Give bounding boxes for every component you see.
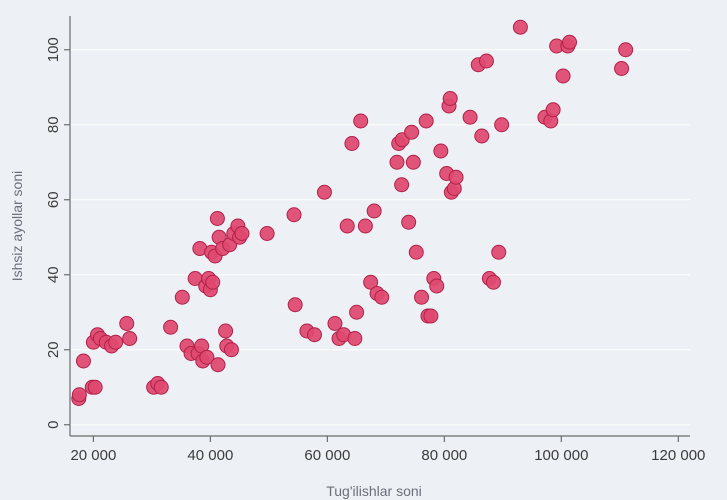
scatter-point	[209, 211, 225, 226]
y-axis-ticks: 0 20 40 60 80 100	[45, 37, 70, 429]
scatter-point	[614, 61, 630, 76]
scatter-point	[494, 117, 510, 133]
scatter-point	[349, 304, 365, 320]
scatter-point	[122, 331, 138, 346]
scatter-point	[485, 274, 501, 290]
scatter-point	[478, 53, 494, 69]
scatter-point	[414, 289, 430, 305]
y-tick-label: 20	[45, 341, 62, 358]
scatter-point	[344, 136, 360, 151]
scatter-point	[357, 218, 373, 234]
scatter-point	[491, 244, 507, 260]
x-tick-label: 120 000	[651, 447, 705, 464]
scatter-point	[210, 357, 226, 373]
x-tick-label: 20 000	[70, 447, 116, 464]
scatter-point	[199, 349, 215, 365]
scatter-point	[119, 316, 135, 331]
scatter-point	[394, 177, 410, 193]
y-tick-label: 0	[45, 421, 62, 429]
y-tick-label: 80	[45, 116, 62, 133]
y-axis-title: Ishsiz ayollar soni	[9, 171, 25, 282]
scatter-point	[366, 203, 382, 219]
x-axis-title: Tug'ilishlar soni	[326, 483, 422, 499]
scatter-point	[618, 42, 634, 58]
scatter-point	[423, 308, 439, 324]
scatter-point	[401, 214, 417, 230]
scatter-point	[71, 387, 87, 403]
gridlines	[70, 49, 690, 426]
scatter-point	[429, 278, 445, 294]
scatter-point	[327, 316, 343, 331]
scatter-point	[153, 379, 169, 395]
x-tick-label: 100 000	[534, 447, 588, 464]
scatter-point	[218, 323, 234, 339]
x-tick-label: 40 000	[187, 447, 233, 464]
scatter-point	[562, 34, 578, 50]
scatter-point	[163, 319, 179, 335]
scatter-point	[339, 218, 355, 234]
scatter-point	[108, 334, 124, 350]
scatter-point	[433, 143, 449, 159]
scatter-point	[404, 124, 420, 140]
scatter-point	[205, 274, 221, 290]
y-tick-label: 100	[45, 37, 62, 62]
axes	[69, 16, 690, 437]
scatter-point	[418, 113, 434, 129]
y-tick-label: 40	[45, 266, 62, 283]
x-tick-label: 80 000	[421, 447, 467, 464]
scatter-point	[286, 207, 302, 223]
scatter-point	[234, 226, 250, 241]
scatter-point	[408, 244, 424, 260]
scatter-point	[347, 331, 363, 346]
scatter-point	[316, 184, 332, 200]
scatter-point	[363, 274, 379, 290]
scatter-point	[405, 154, 421, 170]
scatter-point	[462, 109, 478, 125]
scatter-point	[353, 113, 369, 129]
scatter-point	[555, 68, 571, 84]
scatter-point	[306, 327, 322, 343]
scatter-point	[87, 379, 103, 395]
y-tick-label: 60	[45, 191, 62, 208]
scatter-point	[374, 289, 390, 305]
scatter-point	[389, 154, 405, 170]
scatter-point	[442, 91, 458, 106]
scatter-point	[474, 128, 490, 144]
scatter-point	[174, 289, 190, 305]
x-tick-label: 60 000	[304, 447, 350, 464]
x-axis-ticks: 20 000 40 000 60 000 80 000 100 000 120 000	[70, 436, 705, 464]
scatter-point	[75, 353, 91, 369]
scatter-point	[512, 19, 528, 35]
scatter-point	[448, 169, 464, 185]
scatter-point	[223, 342, 239, 358]
scatter-point	[287, 297, 303, 313]
scatter-point	[259, 226, 275, 241]
data-points	[71, 19, 634, 406]
scatter-point	[545, 102, 561, 118]
